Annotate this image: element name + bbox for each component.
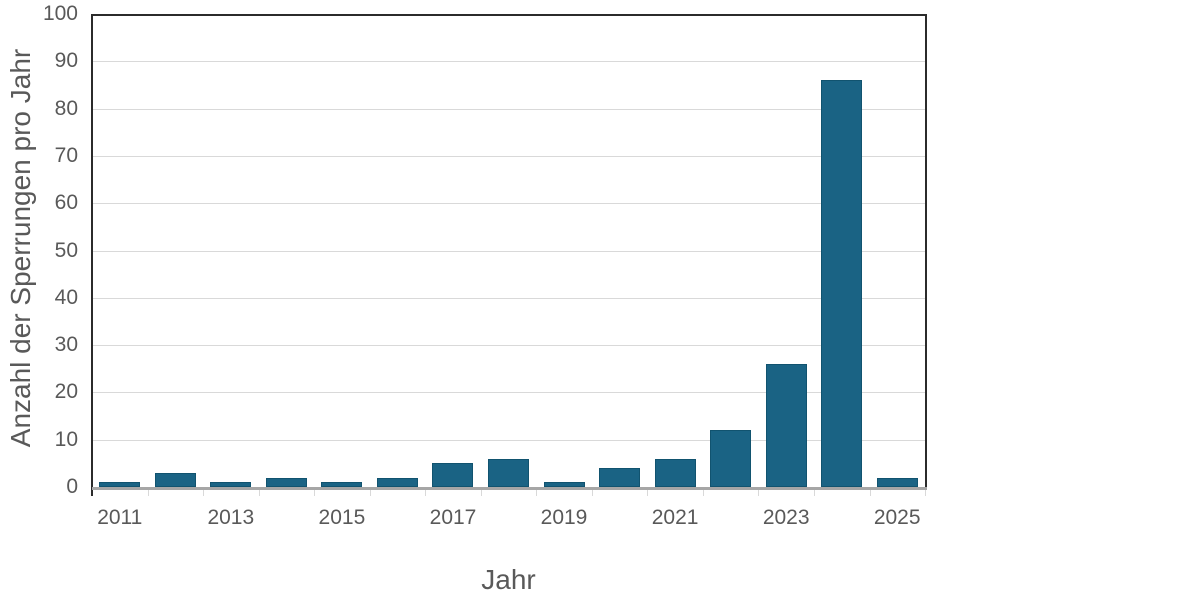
x-axis-tick-mark (425, 490, 427, 496)
bar-2011 (99, 482, 141, 487)
bar-2019 (543, 482, 585, 487)
x-axis-tick-label: 2015 (318, 506, 366, 529)
y-axis-tick-label: 10 (54, 428, 78, 451)
x-axis-tick-mark (925, 490, 926, 496)
y-axis-tick-label: 30 (54, 333, 78, 356)
x-axis-tick-mark (480, 490, 482, 496)
y-axis-tick-label: 70 (54, 144, 78, 167)
y-axis-tick-label: 50 (54, 239, 78, 262)
gridline-y-70 (92, 156, 925, 157)
bar-2020 (599, 468, 641, 487)
bar-2024 (821, 80, 863, 487)
gridline-y-60 (92, 203, 925, 204)
x-axis-line (92, 487, 927, 490)
x-axis-tick-mark (536, 490, 538, 496)
gridline-y-50 (92, 251, 925, 252)
x-axis-tick-mark (813, 490, 815, 496)
x-axis-tick-label: 2013 (207, 506, 255, 529)
x-axis-tick-label: 2011 (97, 506, 143, 529)
gridline-y-90 (92, 61, 925, 62)
x-axis-tick-label: 2023 (762, 506, 810, 529)
x-axis-tick-mark (702, 490, 704, 496)
x-axis-tick-mark (147, 490, 149, 496)
x-axis-tick-label: 2017 (429, 506, 477, 529)
bar-2021 (654, 458, 696, 487)
x-axis-tick-mark (314, 490, 316, 496)
y-axis-title: Anzahl der Sperrungen pro Jahr (5, 48, 36, 448)
gridline-y-30 (92, 345, 925, 346)
y-axis-tick-label: 80 (54, 97, 78, 120)
gridline-y-10 (92, 440, 925, 441)
x-axis-tick-label: 2021 (651, 506, 699, 529)
bar-2017 (432, 463, 474, 488)
x-axis-tick-label: 2019 (540, 506, 588, 529)
x-axis-tick-mark (203, 490, 205, 496)
x-axis-tick-mark (647, 490, 649, 496)
gridline-y-20 (92, 392, 925, 393)
bar-2018 (488, 458, 530, 487)
y-axis-tick-label: 100 (42, 2, 78, 25)
y-axis-tick-label: 60 (54, 191, 78, 214)
x-axis-tick-mark (258, 490, 260, 496)
plot-border-top (92, 14, 927, 16)
y-axis-tick-label: 20 (54, 380, 78, 403)
x-axis-tick-mark (758, 490, 760, 496)
x-axis-title: Jahr (481, 564, 536, 595)
bar-2016 (376, 477, 418, 487)
x-axis-tick-mark (591, 490, 593, 496)
y-axis-line (91, 14, 93, 496)
gridline-y-80 (92, 109, 925, 110)
y-axis-tick-label: 90 (54, 49, 78, 72)
gridline-y-40 (92, 298, 925, 299)
y-axis-tick-label: 40 (54, 286, 78, 309)
bar-2015 (321, 482, 363, 487)
x-axis-tick-mark (369, 490, 371, 496)
plot-border-right (925, 14, 927, 490)
x-axis-tick-label: 2025 (873, 506, 921, 529)
x-axis-tick-mark (869, 490, 871, 496)
bar-2023 (765, 364, 807, 487)
bar-2025 (876, 477, 918, 487)
y-axis-tick-label: 0 (66, 475, 78, 498)
bar-2013 (210, 482, 252, 487)
bar-2012 (154, 472, 196, 487)
bar-2014 (265, 477, 307, 487)
bar-2022 (710, 430, 752, 487)
